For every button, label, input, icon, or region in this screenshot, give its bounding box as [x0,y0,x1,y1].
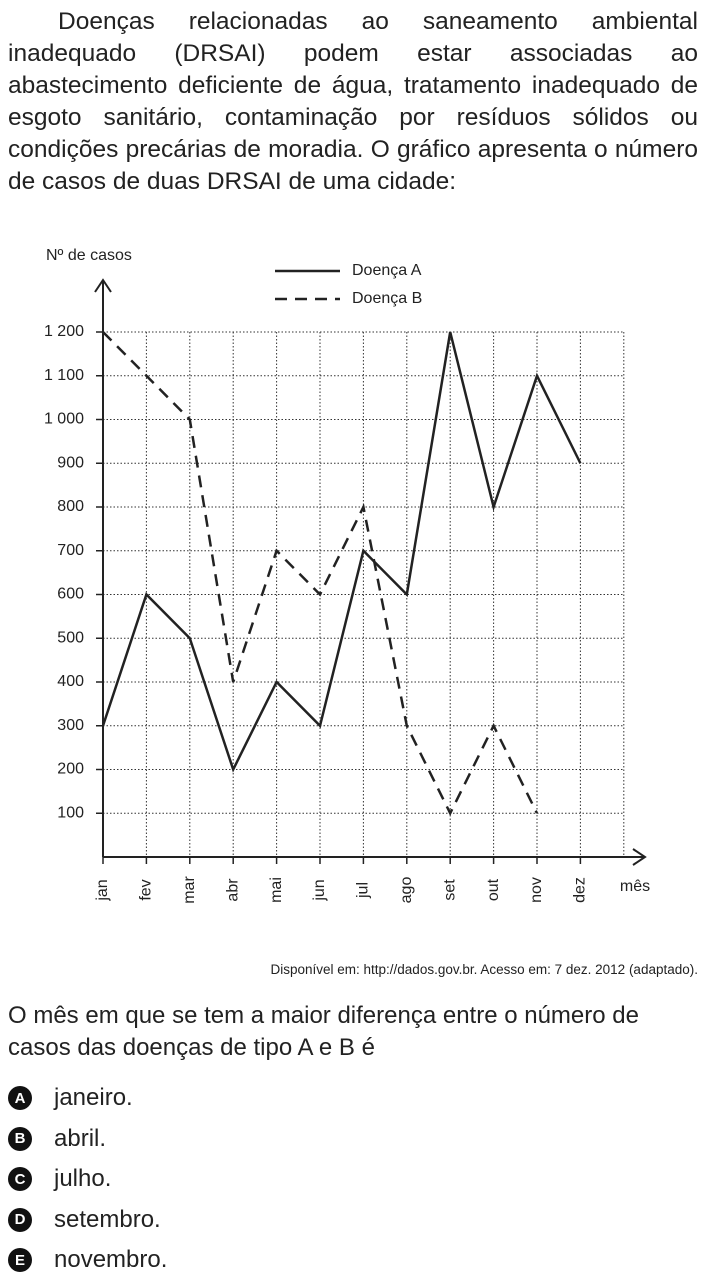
option-text: julho. [54,1165,112,1192]
question: O mês em que se tem a maior diferença en… [8,1002,639,1061]
y-tick-label: 1 200 [44,323,84,340]
series-line [102,331,539,817]
y-tick-label: 500 [57,629,84,646]
x-tick-label: out [485,878,502,901]
x-tick-label: fev [138,879,155,900]
y-tick-label: 600 [57,586,84,603]
y-axis-label: Nº de casos [46,247,132,264]
y-tick-label: 1 100 [44,367,84,384]
x-tick-label: dez [572,877,589,903]
y-tick-label: 100 [57,804,84,821]
intro-text: Doenças relacionadas ao saneamento ambie… [8,8,698,195]
series-line [101,331,582,773]
option-letter: E [8,1248,32,1272]
y-tick-label: 800 [57,498,84,515]
x-tick-label: jan [94,879,111,901]
option-letter: A [8,1086,32,1110]
option-letter: D [8,1207,32,1232]
option-text: setembro. [54,1205,161,1233]
x-tick-label: set [441,879,458,901]
x-tick-label: nov [528,877,545,903]
x-tick-label: ago [398,877,415,904]
y-tick-label: 1 000 [44,411,84,428]
source: Disponível em: http://dados.gov.br. Aces… [270,962,698,977]
option-text: abril. [54,1124,107,1152]
x-tick-label: abr [224,878,241,902]
x-axis-label: mês [620,878,650,895]
legend-label: Doença B [352,290,422,307]
y-tick-label: 900 [57,454,84,471]
option-letter: B [8,1126,32,1151]
x-tick-label: jun [311,879,328,901]
y-tick-label: 400 [57,673,84,690]
y-arrow [94,278,112,293]
x-tick-label: mar [181,876,198,904]
chart: 100 200 300 400 500 600 700 800 900 1 000 1 100 1 2… [44,247,650,904]
x-tick-label: mai [268,877,285,903]
y-tick-label: 700 [57,542,84,559]
x-tick-label: jul [355,882,372,899]
legend-label: Doença A [352,262,422,279]
option-text: novembro. [54,1246,168,1273]
y-tick-label: 200 [57,761,84,778]
option-text: janeiro. [54,1084,133,1111]
y-tick-label: 300 [57,717,84,734]
x-arrow [632,848,647,866]
option-letter: C [8,1167,32,1191]
